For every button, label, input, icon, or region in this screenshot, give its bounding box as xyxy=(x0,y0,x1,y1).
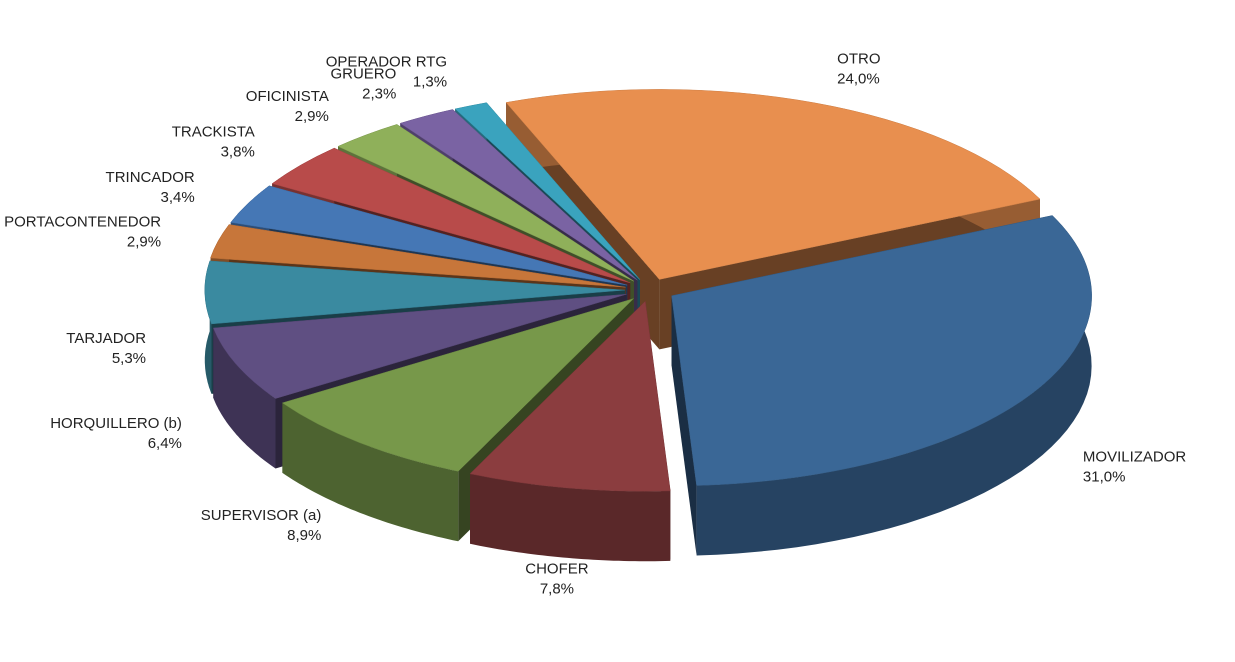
slice-wall xyxy=(213,328,276,469)
slice xyxy=(281,298,634,472)
slice xyxy=(210,224,626,288)
category-label: OPERADOR RTG xyxy=(326,54,447,71)
slice xyxy=(271,147,631,284)
category-label: SUPERVISOR (a) xyxy=(201,507,322,524)
slice xyxy=(454,102,641,280)
slice xyxy=(505,89,1041,280)
slice-wall xyxy=(282,402,459,542)
slice xyxy=(469,300,671,492)
value-label: 2,3% xyxy=(362,86,396,103)
value-label: 5,3% xyxy=(112,350,146,367)
slice-wall xyxy=(470,473,671,562)
slice xyxy=(399,109,638,281)
slice xyxy=(204,260,625,325)
category-label: CHOFER xyxy=(525,560,589,577)
value-label: 6,4% xyxy=(148,435,182,452)
category-label: TRACKISTA xyxy=(172,124,255,141)
value-label: 1,3% xyxy=(413,74,447,91)
category-label: TARJADOR xyxy=(66,330,146,347)
value-label: 7,8% xyxy=(540,580,574,597)
value-label: 3,8% xyxy=(221,144,255,161)
category-label: OPERADOR PORTACONTENEDOR xyxy=(0,213,161,230)
value-label: 31,0% xyxy=(1083,469,1126,486)
value-label: 2,9% xyxy=(127,233,161,250)
value-label: 8,9% xyxy=(287,527,321,544)
slice-side xyxy=(671,295,697,556)
slice xyxy=(212,293,627,399)
slice xyxy=(337,124,635,282)
value-label: 3,4% xyxy=(161,189,195,206)
slice xyxy=(230,185,628,286)
category-label: GRUERO xyxy=(330,66,396,83)
slice-wall xyxy=(696,215,1092,556)
category-label: MOVILIZADOR xyxy=(1083,449,1187,466)
category-label: OTRO xyxy=(837,50,880,67)
value-label: 24,0% xyxy=(837,70,880,87)
category-label: HORQUILLERO (b) xyxy=(50,415,182,432)
category-label: OFICINISTA xyxy=(246,88,329,105)
category-label: TRINCADOR xyxy=(106,169,195,186)
slice xyxy=(671,215,1092,486)
value-label: 2,9% xyxy=(295,108,329,125)
